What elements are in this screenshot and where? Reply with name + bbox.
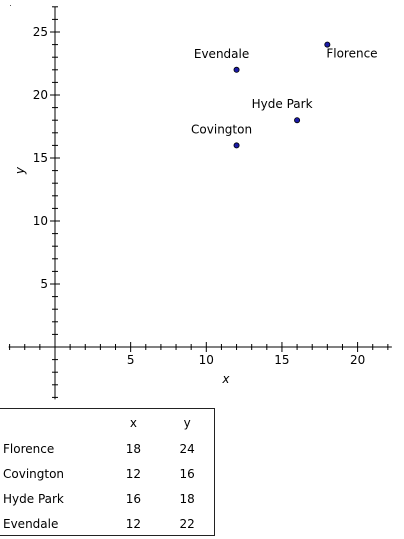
chart-svg: 5 10 15 20 5 10 15 20 25 x y Florence CovingtonHyde … [8, 6, 392, 400]
x-tick-label: 15 [274, 353, 289, 367]
table-header-name [0, 409, 107, 436]
table-row: Florence 18 24 [0, 436, 214, 461]
point-label: Evendale [194, 47, 249, 61]
table-header-x: x [129, 415, 137, 430]
table-row: Covington 12 16 [0, 461, 214, 486]
table-cell-x: 18 [125, 441, 142, 456]
data-table-container: x y Florence 18 24 Covington 12 16 Hyde … [0, 408, 215, 536]
data-point [324, 41, 331, 48]
data-point [233, 66, 240, 73]
point-label: Florence [326, 47, 377, 61]
y-tick-label: 10 [33, 214, 48, 228]
table-header-y: y [183, 415, 191, 430]
table-cell-y: 16 [179, 466, 195, 481]
table-cell-x: 12 [125, 516, 142, 531]
table-cell-y: 18 [179, 491, 195, 506]
y-axis-title: y [13, 166, 27, 175]
table-cell-name: Florence [3, 441, 55, 456]
scatter-chart: 5 10 15 20 5 10 15 20 25 x y Florence Covington Hyde … [8, 6, 392, 400]
y-tick-label: 25 [33, 25, 48, 39]
table-header-row: x y [0, 409, 214, 436]
table-cell-name: Evendale [3, 516, 59, 531]
x-tick-label: 20 [350, 353, 365, 367]
corner-mark [10, 5, 11, 6]
table-row: Evendale 12 22 [0, 511, 214, 536]
data-point [233, 142, 240, 149]
y-tick-label: 5 [40, 277, 48, 291]
table-row: Hyde Park 16 18 [0, 486, 214, 511]
x-axis-title: x [221, 372, 230, 386]
y-tick-label: 20 [33, 88, 48, 102]
point-label: Covington [191, 122, 252, 136]
y-tick-label: 15 [33, 151, 48, 165]
data-table: x y Florence 18 24 Covington 12 16 Hyde … [0, 409, 214, 536]
table-cell-x: 12 [125, 466, 142, 481]
x-tick-label: 10 [199, 353, 214, 367]
table-cell-name: Hyde Park [3, 491, 64, 506]
x-tick-label: 5 [127, 353, 135, 367]
data-point [294, 117, 301, 124]
table-cell-y: 24 [179, 441, 195, 456]
point-label: Hyde Park [252, 97, 313, 111]
table-cell-x: 16 [125, 491, 142, 506]
table-cell-y: 22 [179, 516, 195, 531]
table-cell-name: Covington [3, 466, 65, 481]
